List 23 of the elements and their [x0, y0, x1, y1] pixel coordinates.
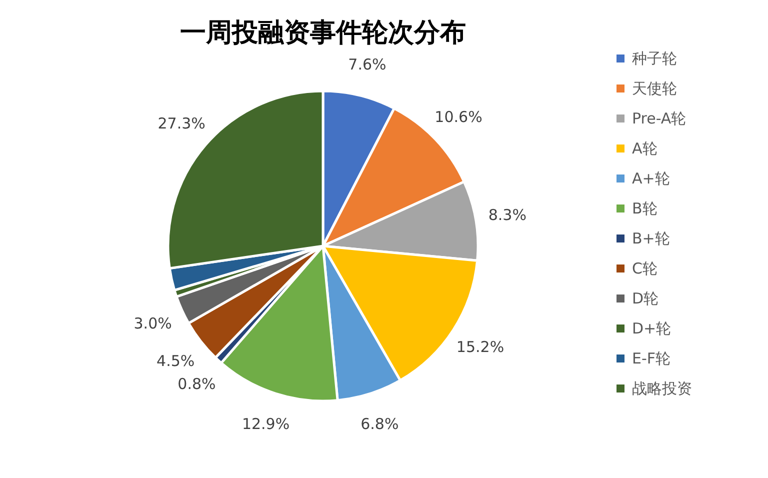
- legend-label: 天使轮: [632, 80, 677, 98]
- data-label: 10.6%: [434, 108, 482, 126]
- data-label: 4.5%: [156, 352, 195, 370]
- data-label: 0.8%: [178, 374, 216, 393]
- legend-label: 战略投资: [632, 380, 692, 398]
- data-label: 6.8%: [360, 415, 399, 434]
- legend-label: C轮: [632, 260, 658, 278]
- data-label: 8.3%: [488, 206, 526, 224]
- data-label: 27.3%: [158, 114, 206, 133]
- legend-label: Pre-A轮: [632, 110, 686, 128]
- legend-label: A+轮: [632, 170, 670, 188]
- legend-label: D+轮: [632, 320, 672, 338]
- legend-label: B+轮: [632, 230, 670, 248]
- legend-label: B轮: [632, 200, 658, 218]
- legend-label: A轮: [632, 140, 658, 158]
- data-label: 3.0%: [134, 314, 172, 332]
- legend-label: E-F轮: [632, 350, 671, 368]
- chart-title: 一周投融资事件轮次分布: [180, 18, 466, 48]
- legend-label: 种子轮: [632, 50, 677, 68]
- data-label: 7.6%: [348, 55, 386, 74]
- data-label: 15.2%: [456, 338, 504, 356]
- data-label: 12.9%: [242, 415, 290, 434]
- legend-label: D轮: [632, 290, 659, 308]
